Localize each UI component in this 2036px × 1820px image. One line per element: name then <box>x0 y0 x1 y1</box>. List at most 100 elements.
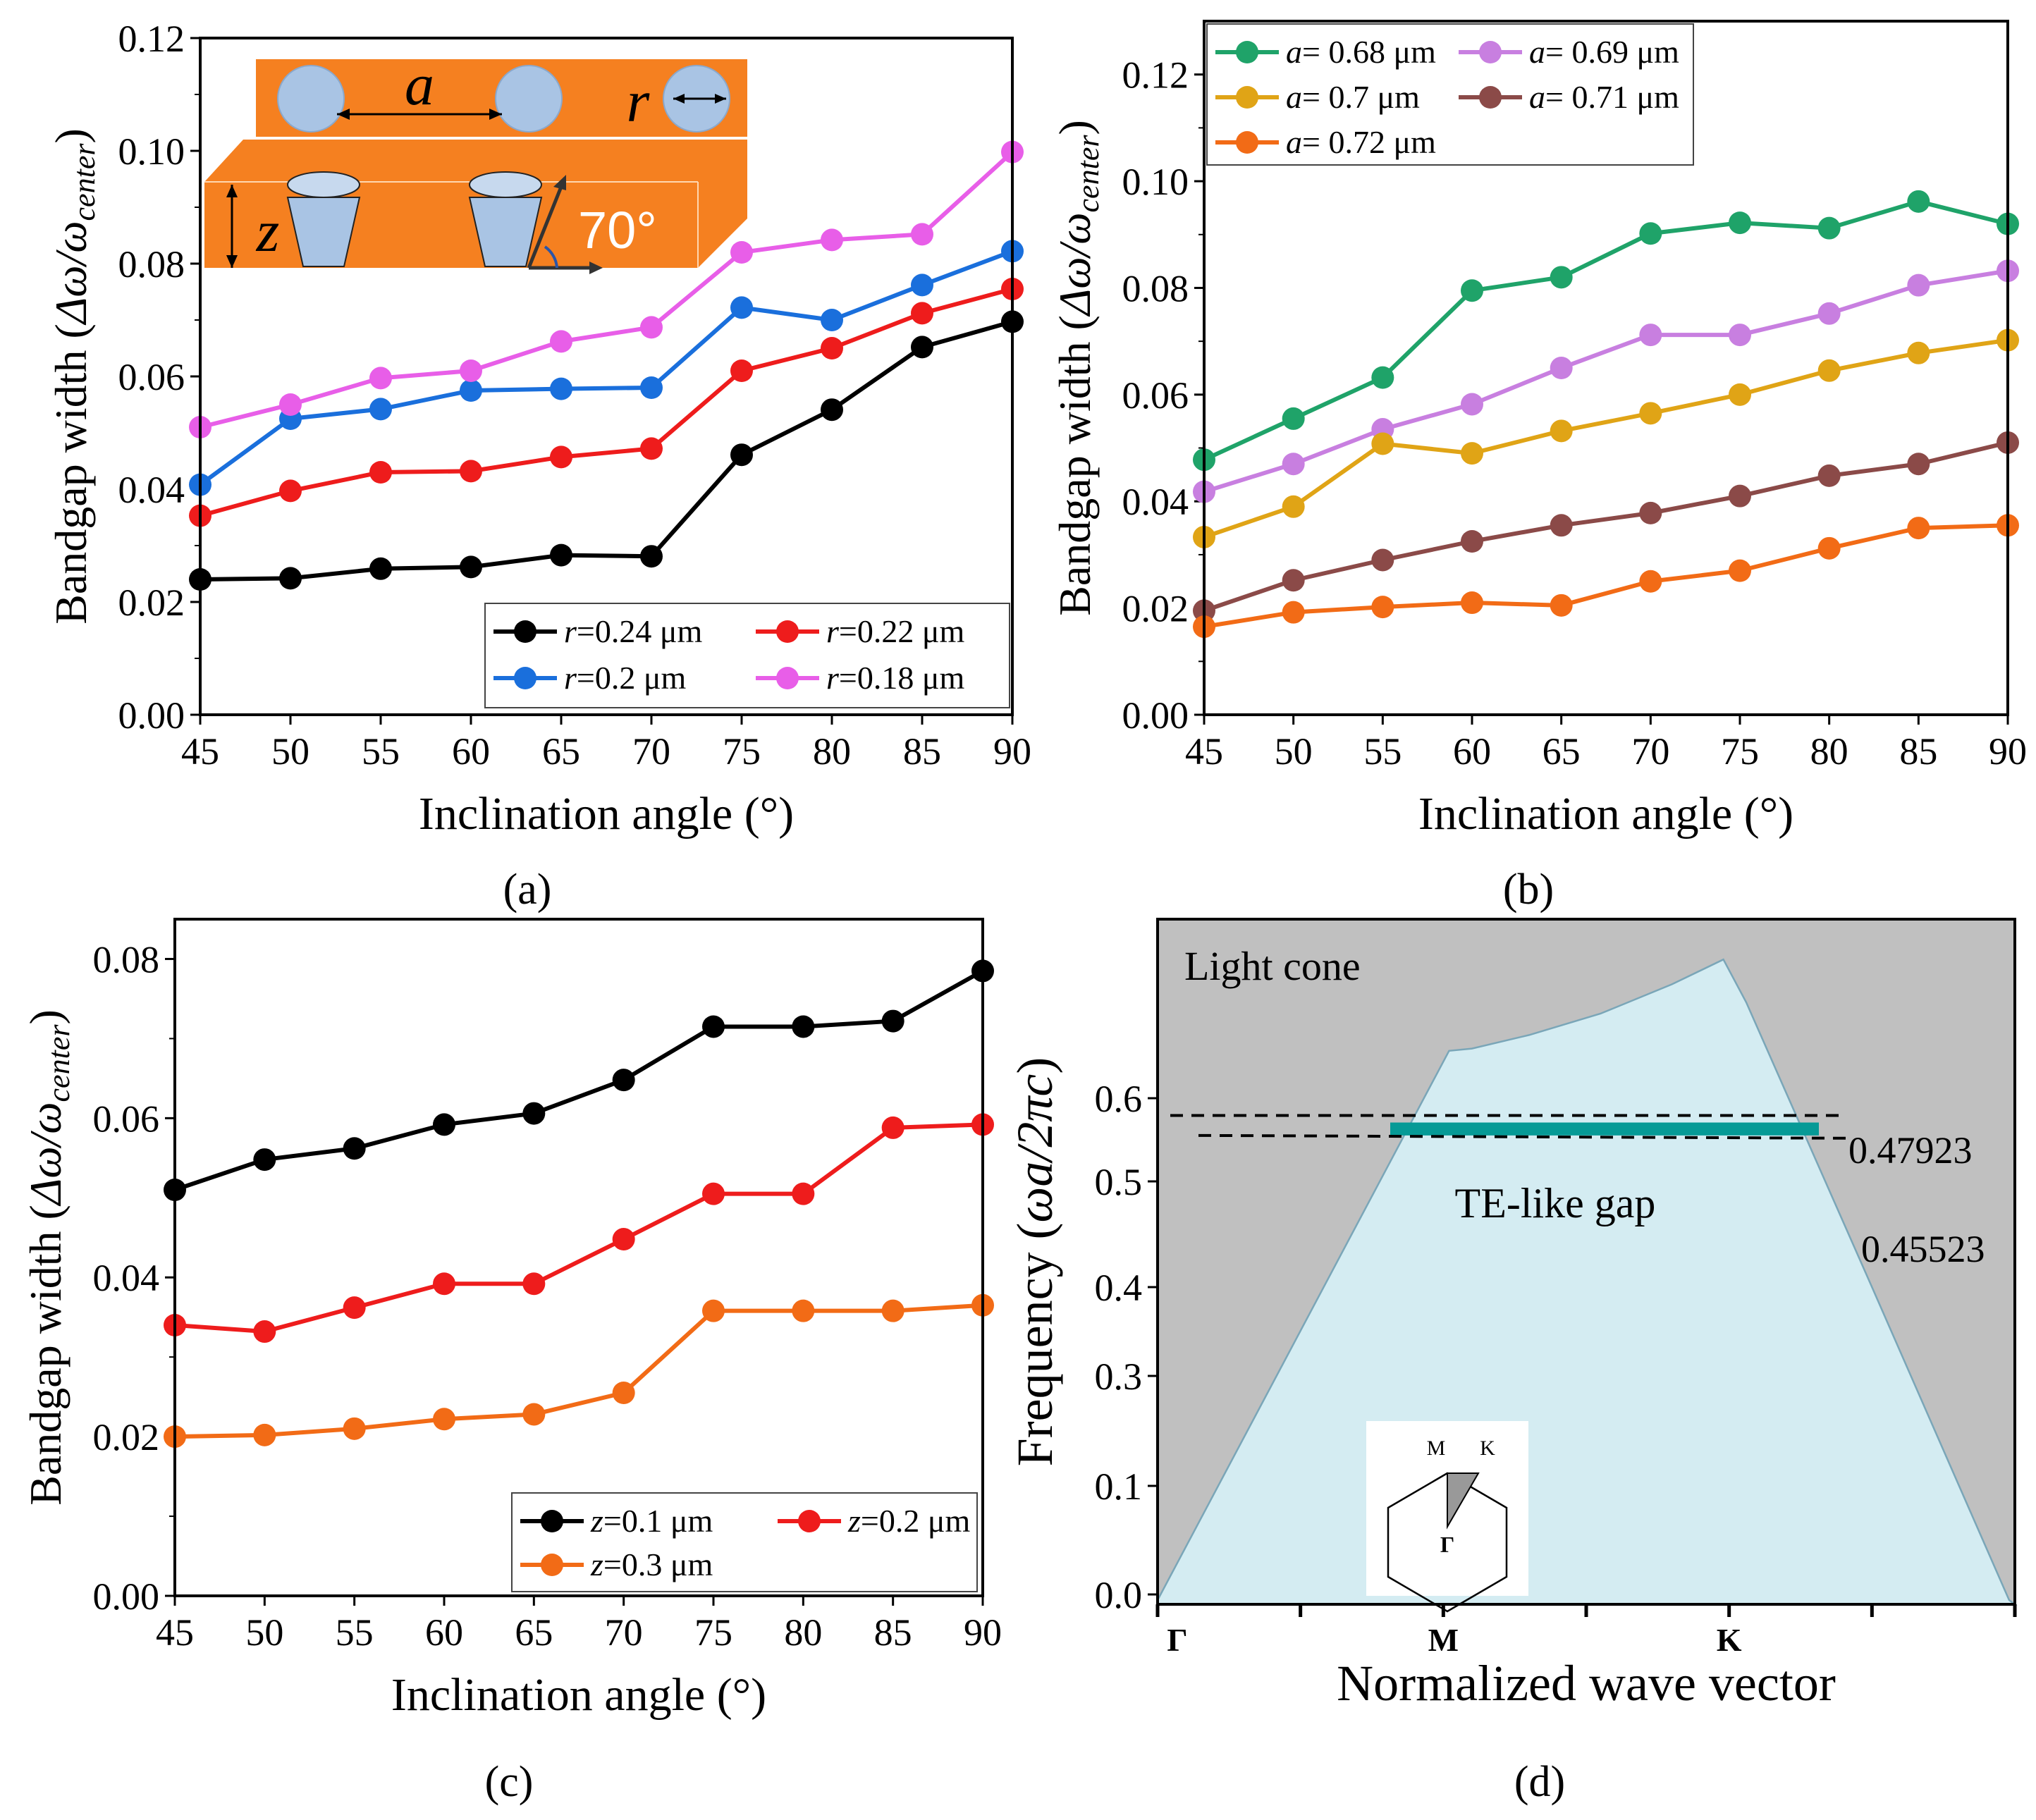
panel-b-ticks: 0.00 0.02 0.04 0.06 0.08 0.10 0.12 45 50 55 60 65 70… <box>1050 54 2027 840</box>
data-point <box>881 1299 904 1322</box>
data-point <box>612 1228 635 1251</box>
data-point <box>1639 501 1662 524</box>
data-point <box>343 1137 366 1160</box>
data-point <box>1817 359 1841 382</box>
data-point <box>1817 216 1841 240</box>
data-point <box>612 1069 635 1092</box>
legend-label: a= 0.71 μm <box>1529 79 1679 115</box>
y-tick-label: 0.08 <box>1122 267 1189 309</box>
panel-a-frame <box>199 37 1014 716</box>
x-tick-label: 85 <box>903 730 941 773</box>
x-axis-label: Normalized wave vector <box>1337 1655 1836 1711</box>
x-tick-label: 45 <box>181 730 219 773</box>
data-point <box>1282 453 1305 476</box>
data-point <box>1461 530 1483 553</box>
bz-hexagon <box>1387 1472 1508 1613</box>
inset-a-label: a <box>405 52 434 118</box>
plot-frame <box>1156 918 2016 1606</box>
panel-a-data <box>189 140 1024 591</box>
data-point <box>821 337 843 359</box>
bz-k-label: K <box>1480 1437 1495 1460</box>
series-line-1 <box>200 319 1013 582</box>
x-tick-label: 90 <box>1989 730 2027 773</box>
legend-label: r=0.2 μm <box>564 660 687 696</box>
y-tick-label: 0.04 <box>118 469 185 511</box>
panel-c-frame <box>173 918 984 1597</box>
data-point <box>369 367 392 390</box>
y-tick-label: 0.06 <box>1122 374 1189 417</box>
x-tick-label: 55 <box>1363 730 1402 773</box>
data-point <box>730 443 753 467</box>
data-point <box>1729 559 1751 582</box>
series-line-4 <box>1203 441 2009 613</box>
legend-label: r=0.18 μm <box>826 660 965 696</box>
data-point <box>1461 279 1483 302</box>
data-point <box>1371 596 1394 619</box>
data-point <box>881 1009 904 1033</box>
legend-swatch-marker <box>514 620 536 643</box>
k-point-label: K <box>1717 1622 1742 1658</box>
legend-swatch-marker <box>1479 41 1502 63</box>
data-point <box>1639 570 1662 593</box>
x-axis-label: Inclination angle (°) <box>419 788 794 840</box>
series-line-1 <box>1203 199 2009 462</box>
data-point <box>1461 393 1483 416</box>
data-point <box>1817 302 1841 325</box>
plot-frame <box>173 918 984 1597</box>
x-tick-label: 50 <box>271 730 309 773</box>
gap-top-value: 0.47923 <box>1848 1129 1973 1172</box>
x-tick-label: 80 <box>1810 730 1848 773</box>
legend-swatch-marker <box>1236 131 1258 154</box>
data-point <box>1282 601 1305 624</box>
x-tick-label: 50 <box>245 1611 283 1654</box>
data-point <box>1639 402 1662 425</box>
te-gap-rect <box>1390 1122 1819 1136</box>
x-tick-label: 55 <box>336 1611 374 1654</box>
data-point <box>522 1272 546 1296</box>
panel-d-overlay: Light cone TE-like gap 0.47923 0.45523 M… <box>1184 943 1985 1613</box>
inset-z-label: z <box>256 199 280 264</box>
inset-r-label: r <box>627 69 650 135</box>
plot-frame <box>199 37 1014 716</box>
legend-box <box>1206 23 1694 166</box>
x-tick-label: 85 <box>1899 730 1937 773</box>
inset-cone-1-top <box>287 171 360 198</box>
y-tick-label: 0.08 <box>118 243 185 285</box>
data-point <box>1550 357 1573 379</box>
y-tick-label: 0.4 <box>1095 1267 1143 1309</box>
data-point <box>1550 514 1573 537</box>
gap-label: TE-like gap <box>1455 1180 1656 1226</box>
data-point <box>1639 222 1662 245</box>
panel-c-data <box>164 959 994 1449</box>
y-tick-label: 0.02 <box>93 1416 160 1458</box>
legend-swatch-marker <box>1236 41 1258 63</box>
data-point <box>911 273 933 297</box>
inset-angle-side-head <box>553 175 566 190</box>
legend-swatch-marker <box>1236 86 1258 109</box>
data-point <box>640 316 663 339</box>
x-tick-label: 70 <box>632 730 670 773</box>
inset-cone-2-top <box>469 171 542 198</box>
bz-wedge <box>1447 1472 1480 1530</box>
legend-swatch-marker <box>776 620 799 643</box>
data-point <box>1729 211 1751 235</box>
y-axis-label: Bandgap width (Δω/ωcenter) <box>1050 120 1105 616</box>
data-point <box>1907 517 1930 540</box>
legend-swatch-marker <box>514 667 536 689</box>
data-point <box>640 545 663 568</box>
caption-a: (a) <box>503 866 552 914</box>
x-tick-label: 60 <box>1453 730 1491 773</box>
light-cone-label: Light cone <box>1184 943 1361 989</box>
data-point <box>911 302 933 325</box>
y-tick-label: 0.00 <box>118 694 185 737</box>
x-tick-label: 65 <box>542 730 580 773</box>
x-tick-label: 90 <box>993 730 1031 773</box>
caption-c: (c) <box>485 1758 534 1806</box>
x-tick-label: 75 <box>694 1611 732 1654</box>
data-point <box>1550 266 1573 289</box>
series-line-3 <box>199 249 1014 487</box>
data-point <box>792 1182 815 1205</box>
